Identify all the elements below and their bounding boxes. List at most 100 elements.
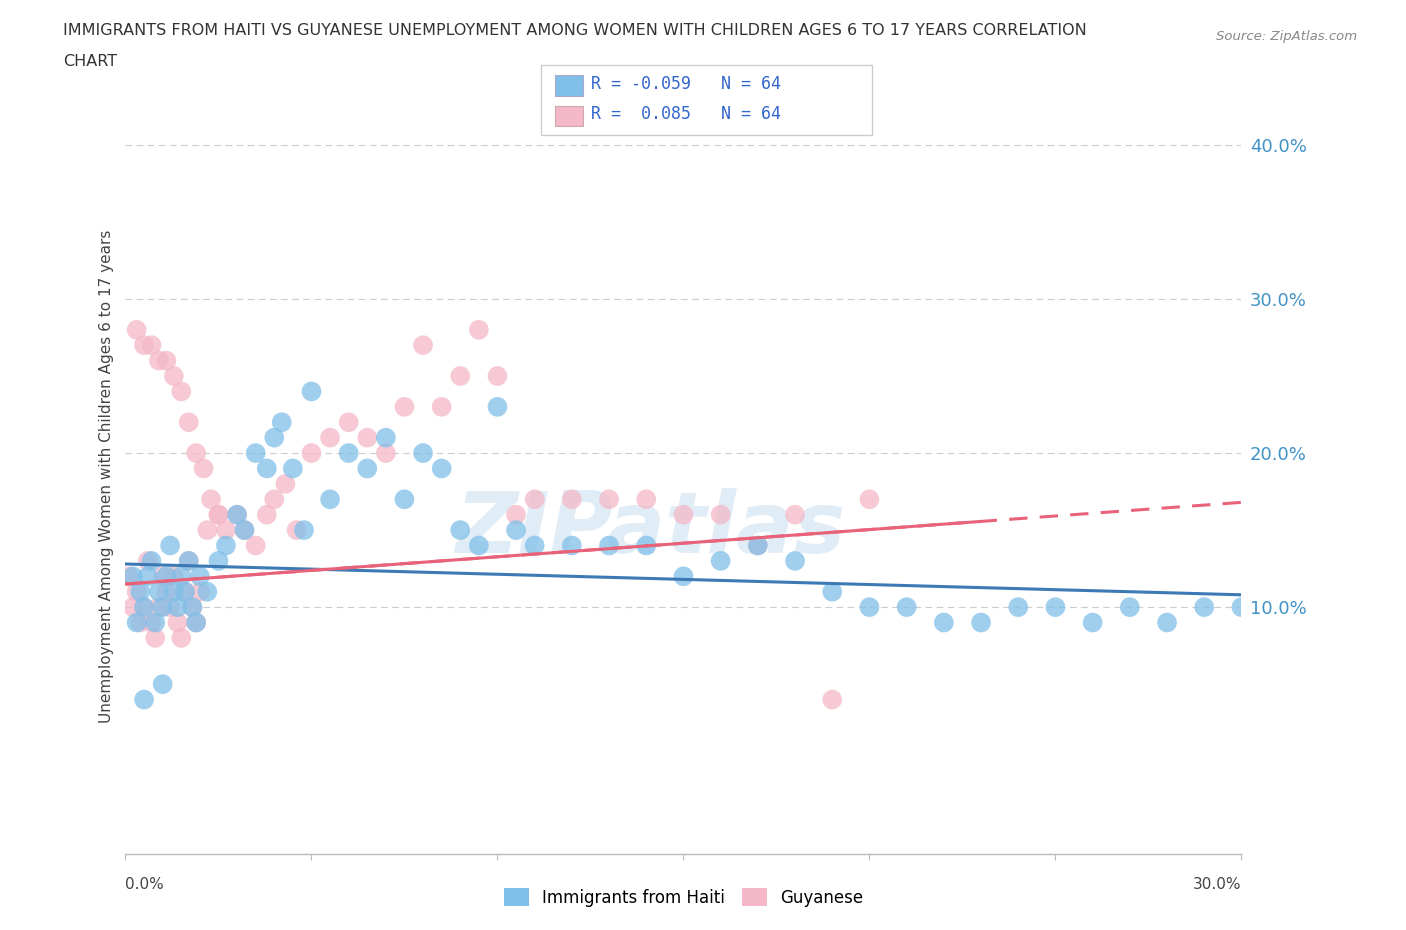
Point xyxy=(159,600,181,615)
Point xyxy=(449,368,471,383)
Point xyxy=(710,507,733,522)
Point xyxy=(896,600,918,615)
Point xyxy=(233,523,256,538)
Text: 30.0%: 30.0% xyxy=(1192,877,1241,892)
Point xyxy=(152,600,174,615)
Point xyxy=(136,553,159,568)
Text: R = -0.059   N = 64: R = -0.059 N = 64 xyxy=(591,74,780,93)
Point xyxy=(636,492,658,507)
Point xyxy=(166,615,188,630)
Point xyxy=(1007,600,1029,615)
Point xyxy=(292,523,315,538)
Point xyxy=(177,415,200,430)
Point xyxy=(449,523,471,538)
Point xyxy=(356,461,378,476)
Point xyxy=(285,523,308,538)
Point xyxy=(122,569,145,584)
Point xyxy=(932,615,955,630)
Point xyxy=(505,507,527,522)
Point xyxy=(858,492,880,507)
Point xyxy=(523,492,546,507)
Text: Source: ZipAtlas.com: Source: ZipAtlas.com xyxy=(1216,30,1357,43)
Point xyxy=(319,431,342,445)
Point xyxy=(561,538,583,553)
Text: IMMIGRANTS FROM HAITI VS GUYANESE UNEMPLOYMENT AMONG WOMEN WITH CHILDREN AGES 6 : IMMIGRANTS FROM HAITI VS GUYANESE UNEMPL… xyxy=(63,23,1087,38)
Point xyxy=(598,538,620,553)
Point xyxy=(152,569,174,584)
Point xyxy=(152,677,174,692)
Point xyxy=(274,476,297,491)
Point xyxy=(747,538,769,553)
Point xyxy=(281,461,304,476)
Point xyxy=(141,615,163,630)
Point xyxy=(394,399,416,414)
Y-axis label: Unemployment Among Women with Children Ages 6 to 17 years: Unemployment Among Women with Children A… xyxy=(100,230,114,723)
Point xyxy=(374,431,396,445)
Point xyxy=(783,553,806,568)
Point xyxy=(132,600,155,615)
Point xyxy=(188,584,211,599)
Point xyxy=(430,461,453,476)
Point xyxy=(125,615,148,630)
Point xyxy=(821,692,844,707)
Text: CHART: CHART xyxy=(63,54,117,69)
Point xyxy=(505,523,527,538)
Point xyxy=(148,584,170,599)
Point xyxy=(319,492,342,507)
Point xyxy=(193,461,215,476)
Point xyxy=(118,569,141,584)
Point xyxy=(245,445,267,460)
Point xyxy=(148,600,170,615)
Point xyxy=(125,323,148,338)
Point xyxy=(598,492,620,507)
Point xyxy=(163,569,186,584)
Point xyxy=(177,553,200,568)
Point xyxy=(394,492,416,507)
Point xyxy=(125,584,148,599)
Point xyxy=(301,384,323,399)
Point xyxy=(1230,600,1253,615)
Point xyxy=(132,600,155,615)
Point xyxy=(412,445,434,460)
Point xyxy=(858,600,880,615)
Point xyxy=(430,399,453,414)
Point xyxy=(970,615,993,630)
Point xyxy=(170,631,193,645)
Point xyxy=(1081,615,1104,630)
Point xyxy=(207,553,229,568)
Point xyxy=(263,431,285,445)
Point xyxy=(1045,600,1067,615)
Point xyxy=(233,523,256,538)
Point xyxy=(129,615,152,630)
Point xyxy=(129,584,152,599)
Point xyxy=(226,507,249,522)
Point xyxy=(188,569,211,584)
Point xyxy=(177,553,200,568)
Point xyxy=(468,538,491,553)
Point xyxy=(747,538,769,553)
Point xyxy=(186,445,208,460)
Legend: Immigrants from Haiti, Guyanese: Immigrants from Haiti, Guyanese xyxy=(498,882,870,913)
Point xyxy=(486,399,509,414)
Point xyxy=(195,584,218,599)
Point xyxy=(301,445,323,460)
Point xyxy=(207,507,229,522)
Point xyxy=(1119,600,1142,615)
Point xyxy=(523,538,546,553)
Point xyxy=(561,492,583,507)
Point xyxy=(245,538,267,553)
Point xyxy=(226,507,249,522)
Point xyxy=(1156,615,1178,630)
Text: 0.0%: 0.0% xyxy=(125,877,165,892)
Point xyxy=(486,368,509,383)
Point xyxy=(636,538,658,553)
Point xyxy=(148,353,170,368)
Point xyxy=(163,368,186,383)
Point xyxy=(132,338,155,352)
Point xyxy=(163,584,186,599)
Point xyxy=(186,615,208,630)
Point xyxy=(122,600,145,615)
Point xyxy=(155,584,177,599)
Point xyxy=(141,553,163,568)
Point xyxy=(170,384,193,399)
